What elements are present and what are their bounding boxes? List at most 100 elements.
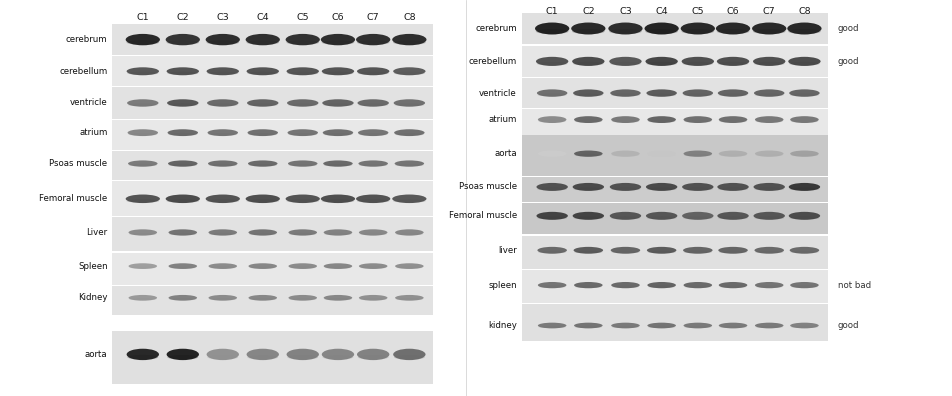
Ellipse shape xyxy=(684,120,711,123)
Ellipse shape xyxy=(790,323,819,328)
Ellipse shape xyxy=(791,326,818,328)
Ellipse shape xyxy=(571,23,605,34)
Ellipse shape xyxy=(167,199,199,203)
Bar xyxy=(522,13,828,44)
Text: ventricle: ventricle xyxy=(479,89,517,97)
Ellipse shape xyxy=(648,326,675,328)
Ellipse shape xyxy=(128,72,158,75)
Ellipse shape xyxy=(358,103,388,107)
Ellipse shape xyxy=(788,183,821,191)
Ellipse shape xyxy=(612,286,639,288)
Ellipse shape xyxy=(791,120,818,123)
Ellipse shape xyxy=(127,349,159,360)
Ellipse shape xyxy=(611,282,640,288)
Bar xyxy=(522,46,828,77)
Ellipse shape xyxy=(719,251,747,253)
Ellipse shape xyxy=(537,216,567,219)
Ellipse shape xyxy=(128,129,158,136)
Ellipse shape xyxy=(166,34,200,45)
Ellipse shape xyxy=(248,164,277,166)
Ellipse shape xyxy=(208,295,237,301)
Ellipse shape xyxy=(647,282,676,288)
Ellipse shape xyxy=(324,263,352,269)
Ellipse shape xyxy=(754,216,784,219)
Ellipse shape xyxy=(755,150,783,157)
Text: C1: C1 xyxy=(545,8,559,16)
Ellipse shape xyxy=(289,233,316,235)
Bar xyxy=(112,56,433,86)
Ellipse shape xyxy=(574,93,603,97)
Bar xyxy=(112,181,433,216)
Bar xyxy=(522,177,828,202)
Ellipse shape xyxy=(169,263,197,269)
Ellipse shape xyxy=(207,99,238,107)
Ellipse shape xyxy=(684,251,712,253)
Ellipse shape xyxy=(572,57,605,66)
Ellipse shape xyxy=(208,164,237,166)
Ellipse shape xyxy=(357,199,389,203)
Ellipse shape xyxy=(358,72,388,75)
Ellipse shape xyxy=(648,154,675,156)
Ellipse shape xyxy=(574,323,603,328)
Ellipse shape xyxy=(609,29,642,34)
Text: good: good xyxy=(838,57,860,66)
Ellipse shape xyxy=(360,267,387,269)
Ellipse shape xyxy=(788,57,821,66)
Ellipse shape xyxy=(684,247,712,254)
Ellipse shape xyxy=(791,286,818,288)
Ellipse shape xyxy=(756,286,783,288)
Text: spleen: spleen xyxy=(488,281,517,289)
Ellipse shape xyxy=(168,129,198,136)
Ellipse shape xyxy=(129,233,156,235)
Ellipse shape xyxy=(208,160,238,167)
Ellipse shape xyxy=(169,229,197,236)
Ellipse shape xyxy=(358,99,389,107)
Ellipse shape xyxy=(754,247,783,254)
Ellipse shape xyxy=(129,267,156,269)
Ellipse shape xyxy=(246,34,280,45)
Ellipse shape xyxy=(129,133,157,136)
Ellipse shape xyxy=(574,150,603,157)
Ellipse shape xyxy=(128,160,157,167)
Ellipse shape xyxy=(392,34,426,45)
Ellipse shape xyxy=(288,263,317,269)
Ellipse shape xyxy=(790,282,819,288)
Ellipse shape xyxy=(647,93,676,97)
Ellipse shape xyxy=(359,133,387,136)
Ellipse shape xyxy=(538,282,566,288)
Text: cerebellum: cerebellum xyxy=(59,67,108,76)
Ellipse shape xyxy=(647,247,676,254)
Bar xyxy=(112,151,433,180)
Ellipse shape xyxy=(536,57,568,66)
Ellipse shape xyxy=(129,229,157,236)
Ellipse shape xyxy=(128,103,158,107)
Ellipse shape xyxy=(321,194,355,203)
Ellipse shape xyxy=(754,187,784,190)
Ellipse shape xyxy=(208,263,237,269)
Ellipse shape xyxy=(208,129,238,136)
Ellipse shape xyxy=(126,34,160,45)
Ellipse shape xyxy=(168,99,198,107)
Ellipse shape xyxy=(168,355,198,360)
Ellipse shape xyxy=(288,355,318,360)
Ellipse shape xyxy=(207,67,239,75)
Ellipse shape xyxy=(360,298,387,301)
Ellipse shape xyxy=(720,120,746,123)
Bar xyxy=(112,24,433,55)
Ellipse shape xyxy=(609,57,642,66)
Ellipse shape xyxy=(167,40,199,45)
Bar xyxy=(112,253,433,285)
Ellipse shape xyxy=(249,233,276,235)
Ellipse shape xyxy=(207,349,239,360)
Ellipse shape xyxy=(647,150,676,157)
Ellipse shape xyxy=(535,23,569,34)
Ellipse shape xyxy=(168,72,198,75)
Text: C6: C6 xyxy=(726,8,740,16)
Ellipse shape xyxy=(169,298,196,301)
Ellipse shape xyxy=(719,116,747,123)
Ellipse shape xyxy=(539,326,565,328)
Ellipse shape xyxy=(575,326,602,328)
Ellipse shape xyxy=(321,34,355,45)
Ellipse shape xyxy=(323,129,353,136)
Ellipse shape xyxy=(248,295,277,301)
